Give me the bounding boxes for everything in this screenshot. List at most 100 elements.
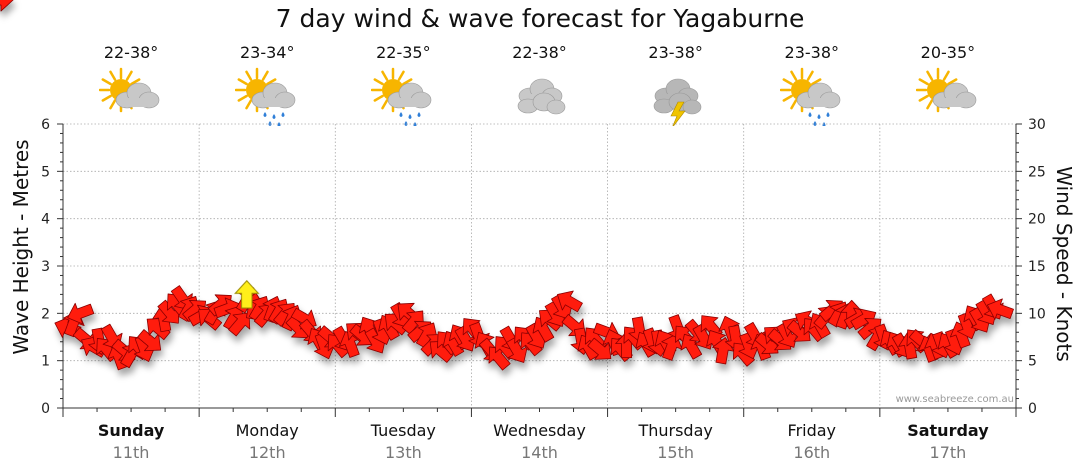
- rain-drop: [817, 114, 821, 119]
- y-tick-label-right: 15: [1028, 259, 1046, 275]
- sun-ray: [373, 78, 385, 86]
- sun-ray: [125, 70, 133, 81]
- rain-drop: [268, 121, 272, 126]
- sun-ray: [918, 94, 929, 102]
- sun-ray: [402, 78, 413, 86]
- rain-drop: [404, 121, 408, 126]
- sun-ray: [918, 78, 929, 86]
- rain-drop: [281, 112, 285, 117]
- cloud-shape: [796, 82, 841, 109]
- cloud-shape: [388, 82, 432, 109]
- y-tick-label-left: 1: [41, 354, 50, 370]
- sun-ray: [109, 99, 117, 110]
- y-axis-label-left: Wave Height - Metres: [9, 139, 33, 354]
- day-temp-range: 22-38°: [103, 43, 159, 62]
- rain-drop: [808, 112, 812, 117]
- sun-ray: [245, 99, 253, 110]
- day-date: 13th: [384, 443, 422, 462]
- y-tick-label-left: 4: [41, 212, 50, 228]
- sun-ray: [926, 99, 934, 110]
- y-tick-label-right: 20: [1028, 212, 1046, 228]
- day-date: 16th: [793, 443, 831, 462]
- y-tick-label-left: 5: [41, 164, 50, 180]
- day-temp-range: 20-35°: [920, 43, 976, 62]
- lightning-bolt: [670, 101, 686, 129]
- wind-arrow: [67, 302, 95, 325]
- wind-arrow: [557, 290, 583, 313]
- day-name: Thursday: [638, 421, 713, 440]
- day-date: 17th: [929, 443, 967, 462]
- day-date: 14th: [521, 443, 558, 462]
- cloud-shape: [251, 82, 296, 109]
- chart-title: 7 day wind & wave forecast for Yagaburne: [275, 4, 805, 33]
- sun-ray: [790, 70, 798, 81]
- day-temp-range: 23-38°: [784, 43, 840, 62]
- sun-ray: [806, 70, 814, 81]
- day-name: Tuesday: [370, 421, 436, 440]
- chart-grid: [63, 123, 1016, 408]
- sun-ray: [782, 78, 793, 86]
- cloud-icon: [508, 66, 572, 126]
- day-date: 12th: [248, 443, 286, 462]
- rain-drop: [826, 112, 830, 117]
- cloud-shape: [932, 82, 977, 109]
- sun-ray: [261, 70, 269, 81]
- sun-ray: [109, 70, 117, 81]
- day-temp-range: 22-35°: [376, 43, 431, 62]
- sun-ray: [782, 94, 793, 102]
- rain-drop: [277, 122, 281, 127]
- sun-ray: [381, 70, 389, 81]
- sun-ray: [790, 99, 798, 110]
- rain-drop: [272, 114, 276, 119]
- rain-drop: [399, 112, 403, 117]
- rain-drop: [417, 112, 421, 117]
- sun-ray: [101, 94, 112, 102]
- y-tick-label-right: 10: [1028, 306, 1046, 322]
- wind-arrow: [228, 312, 251, 337]
- y-tick-label-right: 0: [1028, 401, 1037, 417]
- sun-ray: [237, 78, 249, 86]
- rain-drop: [413, 122, 417, 127]
- current-time-arrow: [234, 279, 260, 309]
- y-tick-label-right: 5: [1028, 354, 1037, 370]
- sun-ray: [130, 78, 141, 86]
- y-tick-label-right: 25: [1028, 164, 1046, 180]
- day-date: 15th: [657, 443, 695, 462]
- sun-ray: [245, 70, 253, 81]
- sun-cloud-icon: [915, 66, 980, 126]
- day-name: Sunday: [97, 421, 165, 440]
- sun-ray: [266, 78, 277, 86]
- chart-axes: 0 1 2 3 4 5 6 0 5 10 15 20 25 30: [41, 117, 1046, 417]
- sun-rain-icon: [779, 66, 844, 127]
- sun-ray: [398, 70, 406, 81]
- sun-ray: [947, 78, 958, 86]
- rain-drop: [813, 121, 817, 126]
- sun-ray: [926, 70, 934, 81]
- day-date: 11th: [112, 443, 150, 462]
- storm-cloud-icon: [644, 66, 708, 129]
- current-wind-arrow: [234, 279, 260, 309]
- sun-cloud-icon: [98, 66, 163, 126]
- day-name: Friday: [787, 421, 837, 440]
- sun-rain-icon: [371, 66, 435, 127]
- sun-ray: [237, 94, 249, 102]
- cloud-shape: [115, 82, 160, 109]
- day-temp-range: 22-38°: [512, 43, 567, 62]
- y-tick-label-left: 0: [41, 401, 50, 417]
- y-tick-label-left: 6: [41, 117, 50, 133]
- y-tick-label-left: 2: [41, 306, 50, 322]
- rain-drop: [263, 112, 267, 117]
- sun-ray: [373, 94, 385, 102]
- sun-ray: [101, 78, 112, 86]
- y-tick-label-left: 3: [41, 259, 50, 275]
- wind-arrow: [0, 0, 14, 12]
- y-tick-label-right: 30: [1028, 117, 1046, 133]
- sun-ray: [381, 99, 389, 110]
- wind-arrows-series: [0, 0, 1014, 371]
- sun-ray: [810, 78, 822, 86]
- wind-arrow: [986, 298, 1014, 320]
- y-axis-label-right: Wind Speed - Knots: [1052, 166, 1076, 362]
- rain-drop: [822, 122, 826, 127]
- day-name: Saturday: [907, 421, 989, 440]
